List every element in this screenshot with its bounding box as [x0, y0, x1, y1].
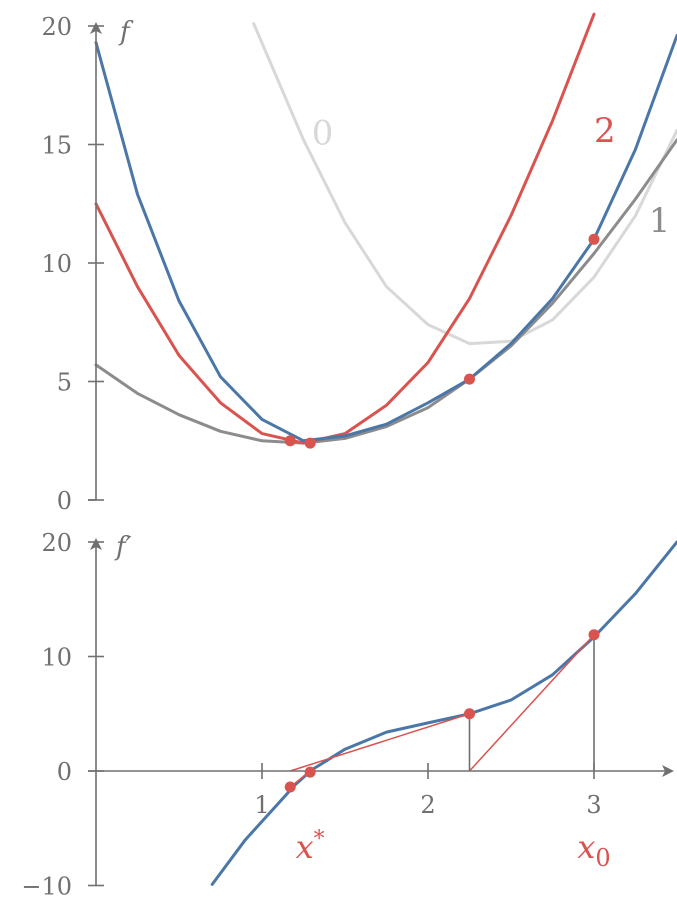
bottom-series-fprime: [210, 540, 677, 886]
secant-line: [468, 634, 595, 772]
top-ytick-label: 10: [41, 250, 72, 278]
top-series-q0: [252, 22, 677, 346]
bottom-ytick-label: 20: [41, 529, 72, 557]
bottom-xtick-label: 1: [254, 791, 269, 819]
top-ytick-label: 5: [57, 369, 72, 397]
bottom-chart-fprime: −10 0 10 20 1 2 3 f′ x* x0: [21, 529, 677, 901]
curve-label-q0: 0: [312, 114, 334, 154]
bottom-xtick-label: 3: [586, 791, 601, 819]
bottom-xtick-label: 2: [420, 791, 435, 819]
bottom-iterate-point: [284, 781, 296, 793]
top-series-q2: [94, 12, 596, 445]
top-ytick-label: 20: [41, 13, 72, 41]
x-star-label: x*: [296, 827, 325, 866]
bottom-iterate-point: [304, 766, 316, 778]
top-ytick-label: 15: [41, 132, 72, 160]
bottom-ytick-label: 0: [57, 758, 72, 786]
top-iterate-point: [588, 233, 600, 245]
curve-label-q2: 2: [594, 111, 616, 151]
top-y-axis-label: f: [118, 17, 134, 47]
bottom-ytick-label: −10: [21, 873, 72, 901]
top-series-f: [94, 34, 677, 443]
top-iterate-point: [464, 373, 475, 385]
secant-line: [289, 713, 470, 772]
x0-label: x0: [577, 828, 610, 872]
top-iterate-point: [304, 437, 316, 449]
top-iterate-point: [284, 435, 296, 447]
bottom-y-axis-label: f′: [114, 532, 132, 562]
bottom-iterate-point: [588, 629, 600, 641]
top-series-q1: [94, 138, 677, 445]
top-ytick-label: 0: [57, 487, 72, 515]
curve-label-q1: 1: [649, 201, 671, 241]
top-chart-f: 0 5 10 15 20 f 0 2 1: [41, 12, 677, 515]
bottom-iterate-point: [464, 708, 475, 720]
bottom-ytick-label: 10: [41, 644, 72, 672]
